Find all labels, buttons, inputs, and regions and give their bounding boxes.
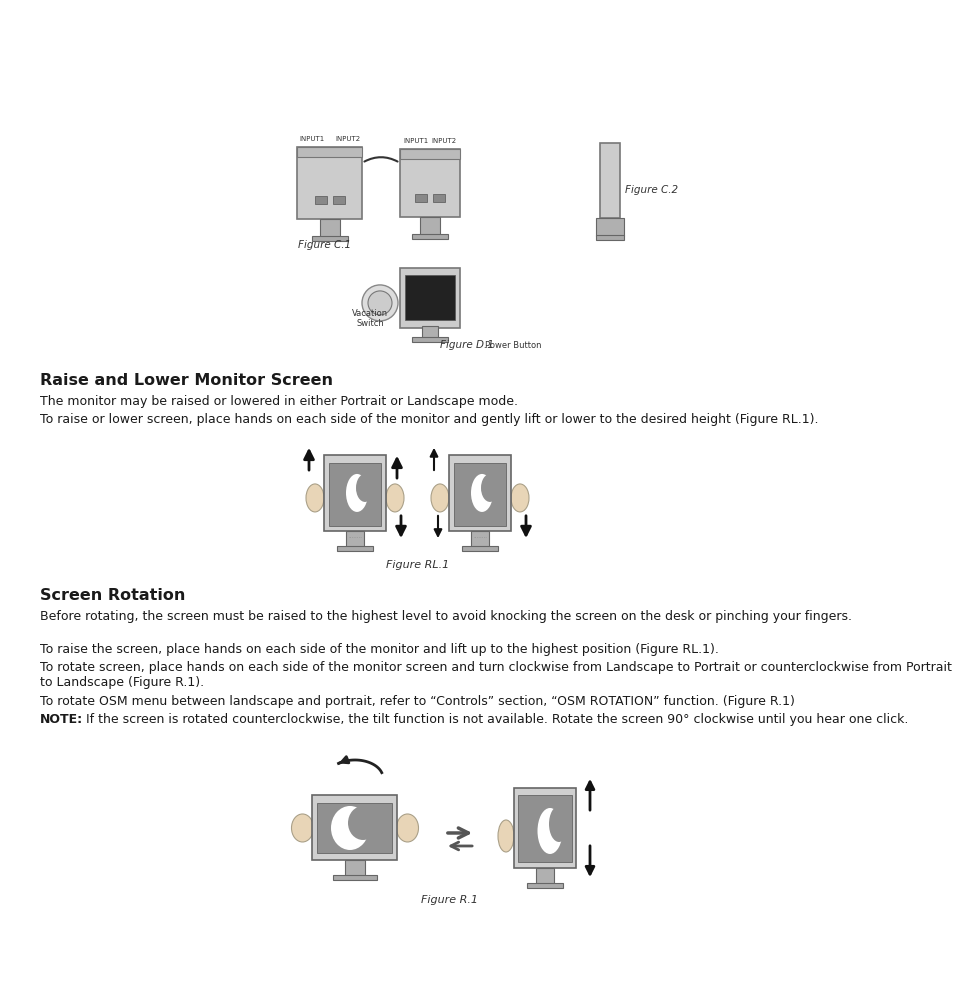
Ellipse shape [348, 806, 377, 840]
Bar [415, 194, 427, 202]
Bar [345, 860, 365, 877]
Text: INPUT1: INPUT1 [299, 136, 324, 142]
Text: Figure C.1: Figure C.1 [298, 240, 352, 250]
Circle shape [361, 285, 397, 320]
Ellipse shape [480, 474, 498, 502]
Text: ........: ........ [348, 534, 361, 539]
Ellipse shape [292, 814, 314, 842]
Bar [526, 883, 562, 888]
Text: Figure RL.1: Figure RL.1 [385, 560, 449, 570]
Ellipse shape [497, 820, 514, 852]
Text: INPUT2: INPUT2 [431, 138, 456, 144]
Text: Figure D.1: Figure D.1 [439, 340, 494, 350]
Ellipse shape [511, 484, 529, 512]
Text: INPUT2: INPUT2 [335, 136, 360, 142]
Bar [297, 146, 362, 219]
Text: To rotate screen, place hands on each side of the monitor screen and turn clockw: To rotate screen, place hands on each si… [40, 661, 951, 689]
Ellipse shape [346, 474, 368, 512]
Text: Figure R.1: Figure R.1 [421, 895, 478, 905]
Text: INPUT1: INPUT1 [403, 138, 428, 144]
Ellipse shape [331, 806, 369, 850]
Bar [517, 795, 572, 862]
Text: page 14: page 14 [865, 31, 934, 46]
Bar [399, 148, 459, 217]
Bar [471, 531, 489, 547]
Text: Raise and Lower Monitor Screen: Raise and Lower Monitor Screen [40, 373, 333, 388]
Bar [324, 455, 386, 531]
Text: Figure C.2: Figure C.2 [624, 185, 678, 195]
Bar [319, 219, 339, 237]
Bar [433, 194, 444, 202]
Ellipse shape [355, 474, 374, 502]
Text: LaCie 319 LCD Monitor: LaCie 319 LCD Monitor [19, 18, 213, 32]
Bar [333, 196, 345, 203]
Bar [333, 876, 376, 881]
Bar [536, 868, 554, 884]
Ellipse shape [471, 474, 493, 512]
Text: Power Button: Power Button [484, 341, 541, 350]
Bar [454, 463, 505, 526]
Bar [399, 148, 459, 159]
Text: If the screen is rotated counterclockwise, the tilt function is not available. R: If the screen is rotated counterclockwis… [82, 713, 907, 726]
Text: User’s Manual: User’s Manual [19, 31, 142, 46]
Ellipse shape [386, 484, 403, 512]
Bar [346, 531, 364, 547]
Text: The monitor may be raised or lowered in either Portrait or Landscape mode.: The monitor may be raised or lowered in … [40, 395, 517, 408]
Text: Vacation
Switch: Vacation Switch [352, 309, 388, 328]
Text: 3. Your LaCie 319 LCD Monitor: 3. Your LaCie 319 LCD Monitor [675, 18, 934, 32]
Bar [317, 803, 392, 853]
Ellipse shape [396, 814, 418, 842]
Bar [419, 217, 439, 235]
Ellipse shape [306, 484, 324, 512]
Bar [449, 455, 511, 531]
Bar [314, 196, 327, 203]
Text: Screen Rotation: Screen Rotation [40, 588, 185, 603]
Bar [412, 337, 448, 342]
Bar [329, 463, 380, 526]
Bar [412, 234, 448, 239]
Bar [421, 326, 437, 338]
Text: To raise the screen, place hands on each side of the monitor and lift up to the : To raise the screen, place hands on each… [40, 643, 719, 656]
Bar [399, 268, 459, 328]
Circle shape [368, 291, 392, 315]
Bar [336, 546, 373, 550]
Ellipse shape [537, 808, 562, 854]
Text: To raise or lower screen, place hands on each side of the monitor and gently lif: To raise or lower screen, place hands on… [40, 413, 818, 426]
Bar [596, 235, 623, 240]
Bar [312, 236, 348, 241]
Bar [599, 143, 619, 218]
Ellipse shape [548, 806, 568, 842]
Bar [461, 546, 497, 550]
Text: ........: ........ [473, 534, 486, 539]
Text: Before rotating, the screen must be raised to the highest level to avoid knockin: Before rotating, the screen must be rais… [40, 610, 851, 623]
Text: To rotate OSM menu between landscape and portrait, refer to “Controls” section, : To rotate OSM menu between landscape and… [40, 695, 794, 708]
Text: NOTE:: NOTE: [40, 713, 83, 726]
Bar [297, 146, 362, 157]
Bar [405, 275, 455, 319]
Ellipse shape [431, 484, 449, 512]
Bar [514, 788, 576, 868]
Bar [313, 795, 397, 860]
Bar [596, 218, 623, 236]
